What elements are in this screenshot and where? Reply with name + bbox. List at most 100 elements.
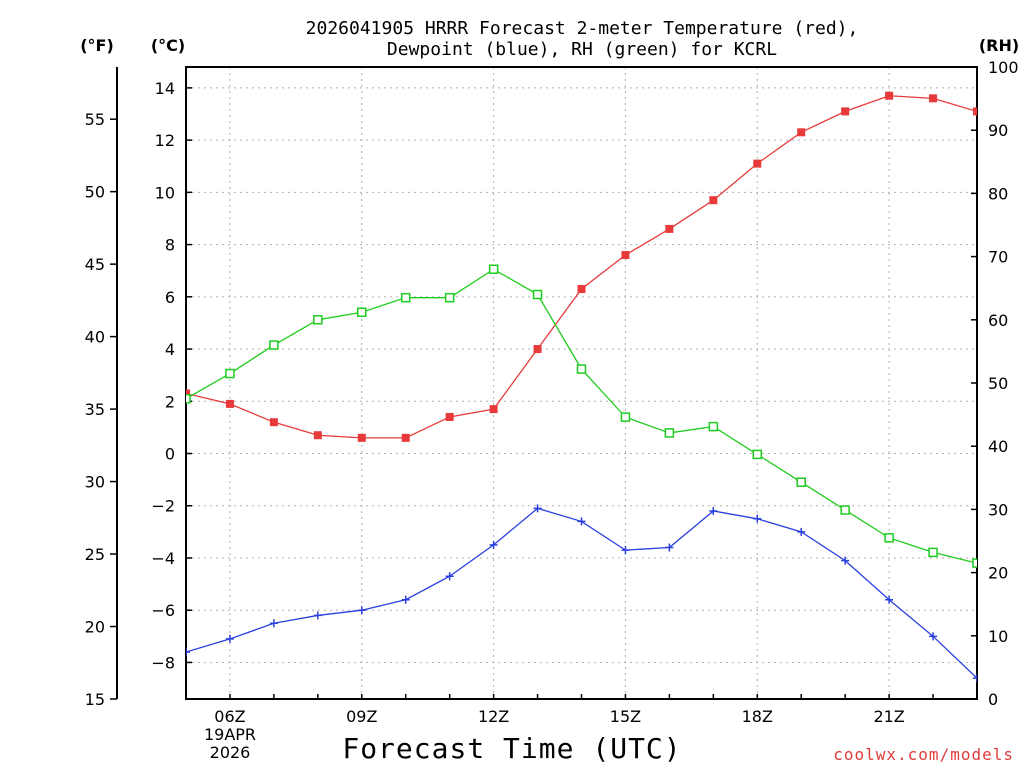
celsius-tick-label: 4: [165, 340, 175, 359]
temperature-point: [269, 418, 278, 427]
dewpoint-point: [577, 517, 586, 526]
rh-tick-label: 60: [988, 311, 1008, 330]
celsius-tick-label: −4: [151, 549, 175, 568]
rh-point: [444, 292, 455, 303]
x-tick-label: 18Z: [742, 707, 773, 726]
celsius-tick-label: 2: [165, 392, 175, 411]
temperature-point: [709, 196, 718, 205]
dewpoint-point: [269, 619, 278, 628]
temperature-point: [401, 433, 410, 442]
rh-tick-label: 100: [988, 58, 1019, 77]
fahrenheit-tick-label: 50: [85, 183, 105, 202]
x-tick-label: 21Z: [873, 707, 904, 726]
temperature-point: [445, 412, 454, 421]
rh-tick-label: 80: [988, 184, 1008, 203]
gridlines: [186, 67, 977, 699]
dewpoint-point: [929, 632, 938, 641]
rh-point: [313, 315, 323, 325]
rh-tick-label: 40: [988, 437, 1008, 456]
date-label-line2: 2026: [210, 743, 251, 762]
temperature-line: [186, 95, 977, 439]
dewpoint-point: [186, 647, 190, 656]
rh-tick-label: 50: [988, 374, 1008, 393]
rh-point: [884, 533, 894, 543]
axes: 15 20 25 30 35 40 45 50 55 −8 −6 −4 −2 0 2 4 6 8 10 12 14 0 10…: [85, 58, 1019, 726]
rh-point: [532, 289, 543, 300]
rh-point: [186, 394, 191, 404]
rh-point: [225, 368, 235, 379]
dewpoint-point: [445, 572, 454, 581]
chart-title-line2: Dewpoint (blue), RH (green) for KCRL: [387, 39, 777, 60]
rh-tick-label: 30: [988, 500, 1008, 519]
rh-series: [186, 264, 977, 568]
rh-point: [752, 449, 763, 460]
rh-tick-label: 90: [988, 121, 1008, 140]
fahrenheit-tick-label: 55: [85, 110, 105, 129]
dewpoint-point: [753, 514, 762, 523]
rh-point: [576, 364, 587, 374]
celsius-tick-label: −8: [151, 653, 175, 672]
celsius-tick-label: 8: [165, 236, 175, 255]
date-label-line1: 19APR: [204, 725, 256, 744]
dewpoint-point: [797, 527, 806, 536]
rh-tick-label: 0: [988, 690, 998, 709]
rh-point: [664, 428, 675, 438]
temperature-point: [973, 107, 977, 116]
fahrenheit-tick-label: 45: [85, 255, 105, 274]
dewpoint-line: [186, 507, 977, 679]
x-tick-label: 09Z: [346, 707, 377, 726]
x-tick-label: 12Z: [478, 707, 509, 726]
temperature-point: [313, 431, 322, 440]
dewpoint-point: [401, 595, 410, 604]
rh-point: [708, 421, 719, 432]
fahrenheit-tick-label: 25: [85, 545, 105, 564]
temperature-point: [533, 345, 542, 354]
dewpoint-point: [357, 606, 366, 615]
chart-title-line1: 2026041905 HRRR Forecast 2-meter Tempera…: [306, 18, 859, 39]
rh-point: [796, 477, 806, 487]
celsius-tick-label: 14: [155, 79, 175, 98]
temperature-point: [929, 94, 938, 103]
fahrenheit-unit-label: (°F): [80, 36, 114, 55]
rh-point: [620, 412, 631, 422]
rh-tick-label: 70: [988, 248, 1008, 267]
dewpoint-point: [665, 543, 674, 552]
temperature-series: [186, 91, 977, 442]
celsius-tick-label: 12: [155, 131, 175, 150]
data-series: [186, 91, 977, 683]
temperature-point: [225, 399, 234, 408]
credit-label: coolwx.com/models: [833, 745, 1014, 764]
rh-point: [972, 558, 977, 568]
temperature-point: [489, 405, 498, 414]
dewpoint-point: [841, 556, 850, 565]
fahrenheit-tick-label: 35: [85, 400, 105, 419]
rh-point: [400, 292, 411, 303]
dewpoint-point: [709, 506, 718, 515]
dewpoint-point: [225, 634, 234, 643]
dewpoint-point: [973, 674, 977, 683]
rh-tick-label: 20: [988, 564, 1008, 583]
dewpoint-point: [489, 540, 498, 549]
temperature-point: [357, 433, 366, 442]
dewpoint-point: [885, 595, 894, 604]
rh-point: [928, 547, 938, 558]
rh-point: [269, 340, 279, 350]
temperature-point: [621, 251, 630, 260]
dewpoint-point: [313, 611, 322, 620]
x-axis-title: Forecast Time (UTC): [342, 732, 681, 765]
rh-point: [840, 505, 850, 515]
celsius-unit-label: (°C): [151, 36, 185, 55]
temperature-point: [841, 107, 850, 116]
dewpoint-point: [621, 546, 630, 555]
temperature-point: [753, 159, 762, 168]
fahrenheit-tick-label: 40: [85, 328, 105, 347]
rh-tick-label: 10: [988, 627, 1008, 646]
x-tick-label: 15Z: [610, 707, 641, 726]
fahrenheit-tick-label: 30: [85, 473, 105, 492]
celsius-tick-label: 6: [165, 288, 175, 307]
temperature-point: [186, 389, 190, 398]
temperature-point: [797, 128, 806, 137]
temperature-point: [577, 284, 586, 293]
x-tick-label: 06Z: [214, 707, 245, 726]
